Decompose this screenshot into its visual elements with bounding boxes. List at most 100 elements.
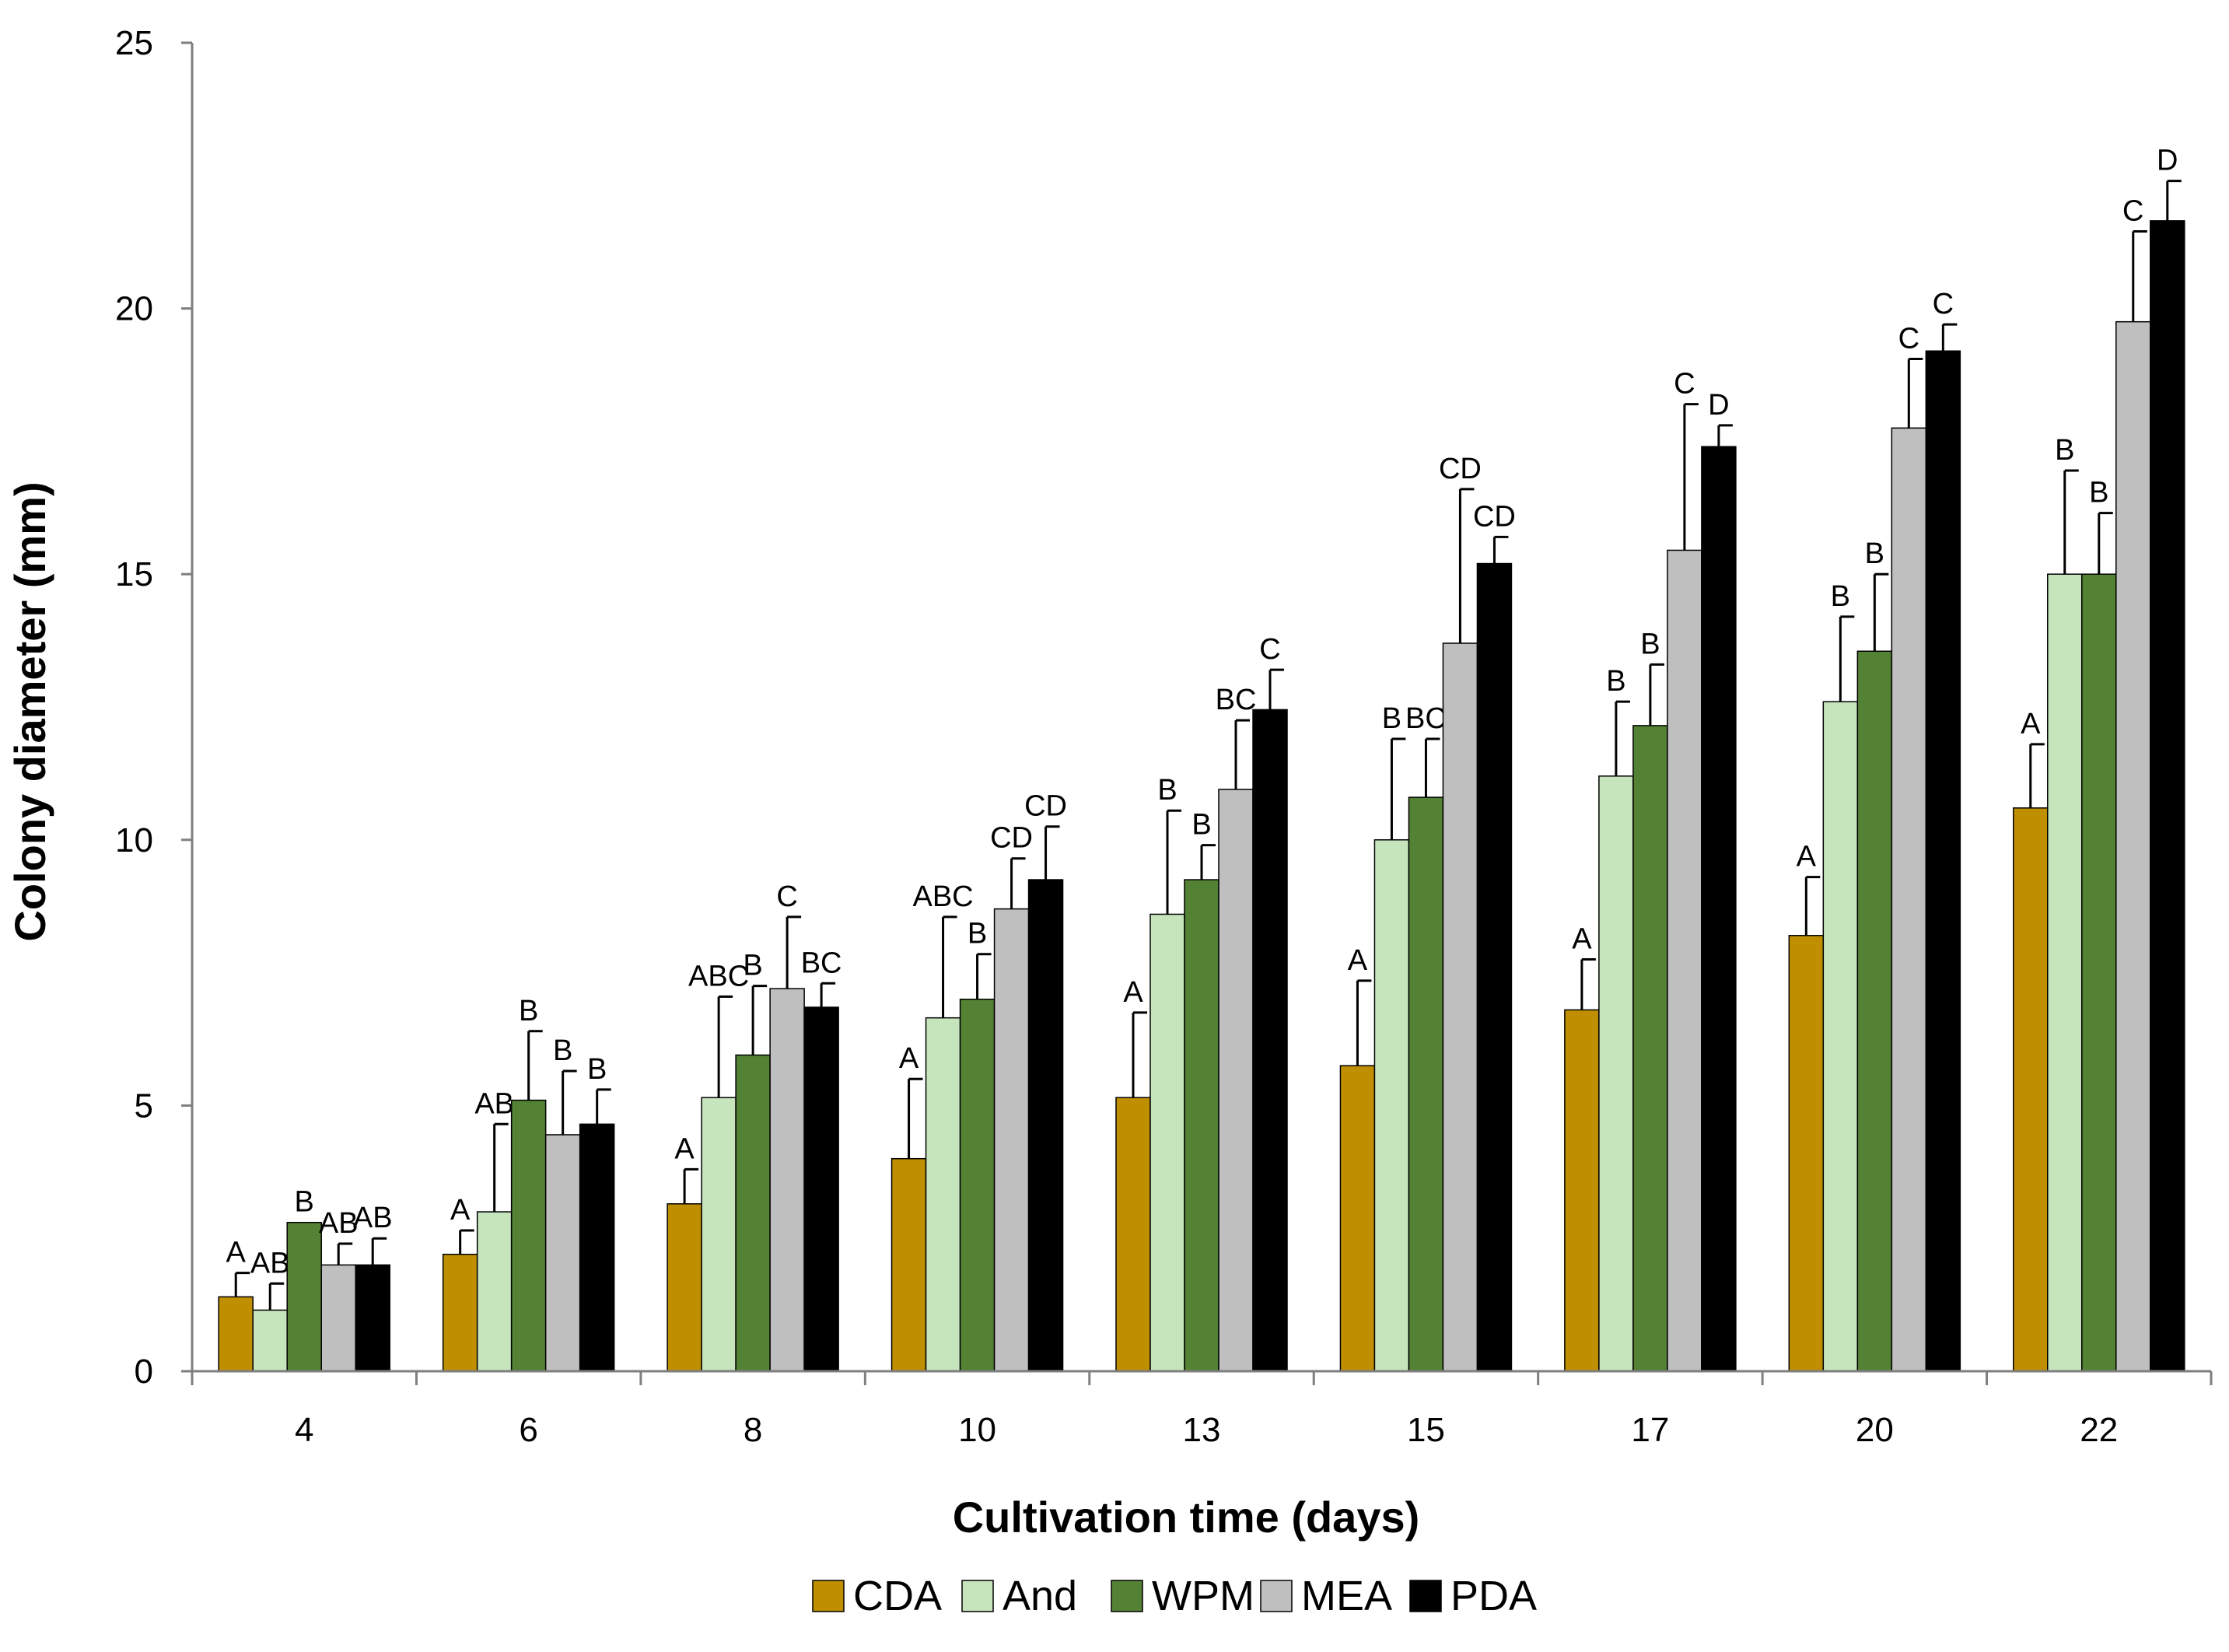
significance-label: ABC	[688, 960, 749, 992]
significance-label: B	[1382, 702, 1401, 735]
bar-and-13	[1149, 913, 1185, 1372]
bar-wpm-22	[2081, 573, 2117, 1372]
significance-label: A	[1797, 841, 1817, 873]
significance-label: B	[2089, 477, 2108, 509]
significance-label: C	[1933, 288, 1954, 320]
bar-and-6	[476, 1211, 513, 1372]
bar-pda-4	[355, 1264, 390, 1372]
significance-label: D	[2157, 145, 2178, 177]
significance-label: A	[899, 1042, 919, 1075]
significance-label: CD	[990, 822, 1033, 855]
bar-and-20	[1822, 701, 1859, 1372]
significance-label: BC	[801, 947, 842, 979]
x-tick-label: 13	[1183, 1411, 1221, 1449]
significance-label: B	[587, 1053, 607, 1086]
significance-label: A	[226, 1237, 247, 1269]
significance-label: A	[1123, 976, 1143, 1009]
significance-label: BC	[1216, 684, 1257, 716]
y-tick-label: 20	[115, 290, 153, 328]
significance-label: B	[295, 1186, 314, 1219]
bar-cda-4	[218, 1296, 254, 1372]
x-tick-label: 10	[958, 1411, 996, 1449]
y-tick-label: 5	[135, 1087, 153, 1125]
bar-cda-15	[1339, 1065, 1376, 1372]
x-tick-label: 20	[1856, 1411, 1894, 1449]
y-tick-label: 15	[115, 555, 153, 593]
bar-mea-13	[1218, 789, 1254, 1372]
bar-pda-10	[1027, 879, 1064, 1372]
bar-wpm-15	[1408, 796, 1444, 1372]
bar-cda-8	[667, 1203, 702, 1372]
bar-cda-17	[1564, 1009, 1600, 1372]
significance-label: AB	[353, 1202, 393, 1234]
significance-label: AB	[250, 1247, 290, 1279]
x-tick-label: 17	[1631, 1411, 1669, 1449]
legend-label-and: And	[1003, 1573, 1077, 1619]
y-axis: 0 5 10 15 20 25	[115, 24, 194, 1391]
significance-label: C	[1898, 323, 1919, 355]
legend-swatch-wpm	[1111, 1580, 1143, 1612]
significance-label: B	[743, 950, 762, 982]
significance-label: ABC	[912, 880, 973, 913]
y-axis-title: Colony diameter (mm)	[5, 481, 54, 941]
x-tick-label: 6	[519, 1411, 537, 1449]
x-axis: 4 6 8 10 13 15 17 20 22	[191, 1370, 2213, 1449]
significance-label: A	[674, 1132, 695, 1165]
bar-cda-20	[1788, 935, 1825, 1372]
bar-mea-17	[1667, 549, 1702, 1372]
bar-wpm-13	[1184, 879, 1219, 1372]
bar-pda-13	[1252, 709, 1288, 1372]
bar-wpm-20	[1856, 650, 1893, 1372]
significance-label: D	[1708, 389, 1729, 422]
significance-label: B	[968, 918, 987, 950]
y-tick-label: 10	[115, 821, 153, 859]
y-tick-label: 25	[115, 24, 153, 62]
bar-and-15	[1373, 839, 1410, 1372]
significance-label: A	[1572, 923, 1592, 956]
legend-label-mea: MEA	[1301, 1573, 1392, 1619]
bar-pda-15	[1476, 562, 1513, 1372]
legend-swatch-mea	[1260, 1580, 1293, 1612]
bar-pda-17	[1701, 446, 1737, 1372]
bar-cda-6	[442, 1253, 478, 1372]
significance-label: CD	[1024, 790, 1067, 823]
significance-label: C	[2122, 195, 2143, 228]
bar-wpm-10	[959, 999, 996, 1372]
significance-label: A	[1348, 944, 1368, 977]
bar-and-4	[252, 1309, 288, 1372]
bar-pda-22	[2150, 220, 2185, 1372]
significance-label: C	[1674, 368, 1695, 401]
significance-label: C	[1259, 633, 1280, 666]
bar-mea-4	[320, 1264, 356, 1372]
bar-wpm-4	[286, 1221, 322, 1372]
significance-label: CD	[1439, 453, 1482, 485]
x-axis-title: Cultivation time (days)	[953, 1493, 1420, 1542]
bar-and-8	[701, 1097, 737, 1372]
bar-cda-22	[2013, 807, 2049, 1372]
bar-mea-10	[993, 908, 1030, 1372]
bar-mea-8	[769, 988, 805, 1372]
bar-pda-20	[1925, 350, 1961, 1372]
bar-wpm-6	[510, 1099, 547, 1372]
significance-label: B	[1831, 580, 1850, 613]
significance-label: B	[2055, 434, 2074, 467]
bar-mea-20	[1891, 427, 1927, 1372]
y-tick-label: 0	[135, 1353, 153, 1391]
significance-label: AB	[474, 1087, 514, 1120]
bar-mea-15	[1442, 642, 1478, 1372]
significance-label: B	[1640, 628, 1660, 660]
x-tick-label: 4	[295, 1411, 313, 1449]
significance-label: A	[2021, 708, 2041, 740]
bar-mea-22	[2115, 320, 2151, 1372]
bar-pda-8	[803, 1006, 839, 1372]
significance-label: AB	[319, 1207, 359, 1240]
significance-label: B	[1865, 537, 1884, 570]
significance-label: B	[519, 995, 538, 1027]
bar-wpm-8	[735, 1054, 771, 1372]
significance-label: B	[1191, 809, 1211, 842]
legend-label-wpm: WPM	[1152, 1573, 1254, 1619]
legend-swatch-pda	[1409, 1580, 1442, 1612]
bar-wpm-17	[1632, 725, 1668, 1372]
legend-label-pda: PDA	[1450, 1573, 1537, 1619]
